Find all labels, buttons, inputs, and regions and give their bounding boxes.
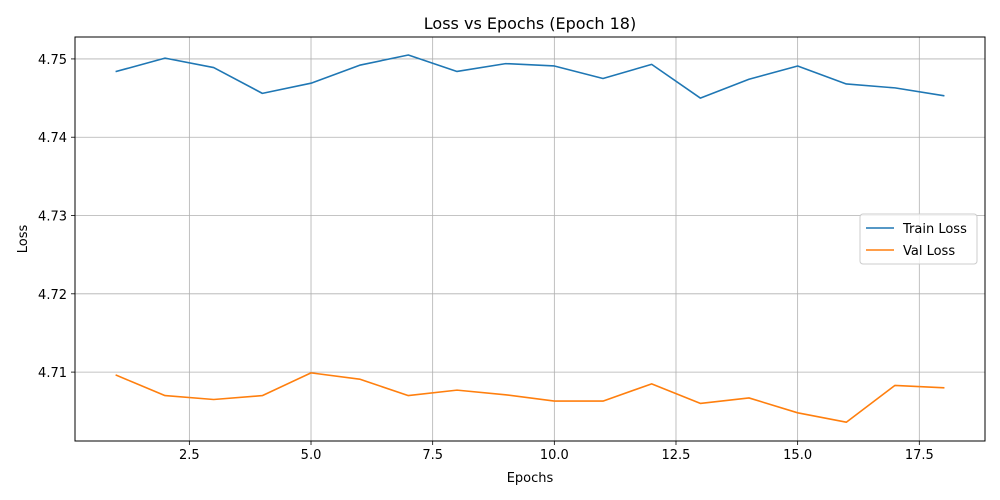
x-tick-label: 17.5 [905, 448, 934, 463]
plot-frame [74, 36, 986, 442]
chart-title: Loss vs Epochs (Epoch 18) [424, 14, 636, 33]
legend-label-train: Train Loss [902, 222, 967, 237]
x-tick-label: 12.5 [662, 448, 691, 463]
y-tick-label: 4.75 [38, 53, 67, 68]
legend-box [859, 213, 978, 265]
x-tick-label: 10.0 [540, 448, 569, 463]
series-lines [115, 54, 945, 424]
x-tick-label: 7.5 [422, 448, 443, 463]
val-loss-line [115, 372, 945, 424]
legend-label-val: Val Loss [903, 244, 955, 259]
x-tick-label: 5.0 [301, 448, 322, 463]
grid-lines [75, 37, 985, 441]
y-tick-label: 4.74 [38, 131, 67, 146]
y-axis-label: Loss [16, 225, 31, 254]
y-tick-label: 4.73 [38, 210, 67, 225]
x-tick-label: 2.5 [179, 448, 200, 463]
y-tick-label: 4.71 [38, 366, 67, 381]
x-axis-label: Epochs [507, 471, 554, 486]
x-axis-ticks: 2.5 5.0 7.5 10.0 12.5 15.0 17.5 [179, 441, 934, 463]
train-loss-line [115, 54, 945, 99]
x-tick-label: 15.0 [783, 448, 812, 463]
legend: Train Loss Val Loss [859, 213, 978, 265]
y-tick-label: 4.72 [38, 288, 67, 303]
y-axis-ticks: 4.71 4.72 4.73 4.74 4.75 [38, 53, 75, 381]
